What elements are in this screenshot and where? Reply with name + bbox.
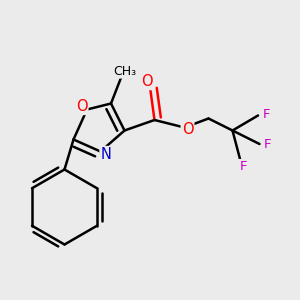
Text: N: N xyxy=(100,147,111,162)
Text: O: O xyxy=(76,99,87,114)
Text: F: F xyxy=(239,160,247,173)
Text: F: F xyxy=(264,138,272,151)
Text: O: O xyxy=(182,122,193,136)
Text: O: O xyxy=(141,74,153,89)
Text: CH₃: CH₃ xyxy=(113,64,137,78)
Text: F: F xyxy=(263,107,270,121)
